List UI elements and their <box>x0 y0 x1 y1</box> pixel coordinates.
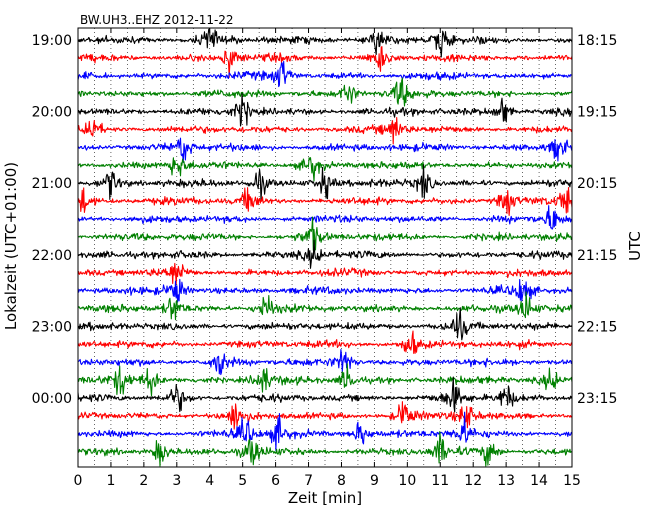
y-tick-label-left: 20:00 <box>32 105 72 121</box>
y-axis-title-right: UTC <box>626 231 644 261</box>
x-tick-label: 4 <box>205 473 214 489</box>
x-tick-label: 9 <box>370 473 379 489</box>
x-tick-label: 2 <box>139 473 148 489</box>
y-tick-label-left: 21:00 <box>32 176 72 192</box>
x-tick-label: 7 <box>304 473 313 489</box>
tick-labels: 0 1 2 3 4 5 6 7 8 9 10 11 12 13 14 1519:0020:0021:0022:… <box>32 33 618 489</box>
y-tick-label-right: 20:15 <box>577 176 617 192</box>
x-tick-label: 1 <box>106 473 115 489</box>
trace-1 <box>77 46 573 78</box>
y-tick-label-left: 00:00 <box>32 391 72 407</box>
trace-14 <box>77 278 573 303</box>
trace-17 <box>77 330 573 354</box>
trace-12 <box>77 239 573 269</box>
y-tick-label-right: 19:15 <box>577 105 617 121</box>
trace-11 <box>77 216 573 251</box>
trace-9 <box>77 186 573 216</box>
trace-22 <box>77 411 573 452</box>
trace-21 <box>77 401 573 430</box>
trace-15 <box>77 291 573 321</box>
x-tick-label: 6 <box>271 473 280 489</box>
y-tick-label-left: 19:00 <box>32 33 72 49</box>
x-tick-label: 14 <box>530 473 548 489</box>
x-tick-label: 0 <box>74 473 83 489</box>
y-tick-label-left: 23:00 <box>32 319 72 335</box>
trace-20 <box>77 376 573 413</box>
trace-10 <box>77 205 573 230</box>
x-tick-label: 15 <box>563 473 581 489</box>
trace-3 <box>77 77 573 107</box>
x-tick-label: 13 <box>497 473 515 489</box>
trace-2 <box>77 60 573 88</box>
y-axis-title-left: Lokalzeit (UTC+01:00) <box>2 162 20 330</box>
plot-frame <box>77 27 573 468</box>
trace-23 <box>77 430 573 467</box>
trace-4 <box>77 92 573 127</box>
trace-group <box>77 28 573 467</box>
x-tick-label: 3 <box>172 473 181 489</box>
trace-18 <box>77 348 573 376</box>
y-tick-label-right: 22:15 <box>577 319 617 335</box>
x-tick-label: 11 <box>431 473 449 489</box>
trace-0 <box>77 28 573 58</box>
y-tick-label-right: 23:15 <box>577 391 617 407</box>
x-axis-title: Zeit [min] <box>288 489 362 507</box>
x-tick-label: 10 <box>398 473 416 489</box>
tick-marks <box>77 28 573 467</box>
trace-16 <box>77 307 573 341</box>
chart-title: BW.UH3..EHZ 2012-11-22 <box>80 13 234 27</box>
y-tick-label-right: 21:15 <box>577 248 617 264</box>
x-tick-label: 12 <box>464 473 482 489</box>
trace-19 <box>77 363 573 397</box>
y-tick-label-right: 18:15 <box>577 33 617 49</box>
trace-6 <box>77 137 573 164</box>
x-tick-label: 5 <box>238 473 247 489</box>
trace-5 <box>77 116 573 145</box>
trace-8 <box>77 164 573 202</box>
x-tick-label: 8 <box>337 473 346 489</box>
trace-7 <box>77 157 573 182</box>
y-tick-label-left: 22:00 <box>32 248 72 264</box>
trace-13 <box>77 262 573 285</box>
